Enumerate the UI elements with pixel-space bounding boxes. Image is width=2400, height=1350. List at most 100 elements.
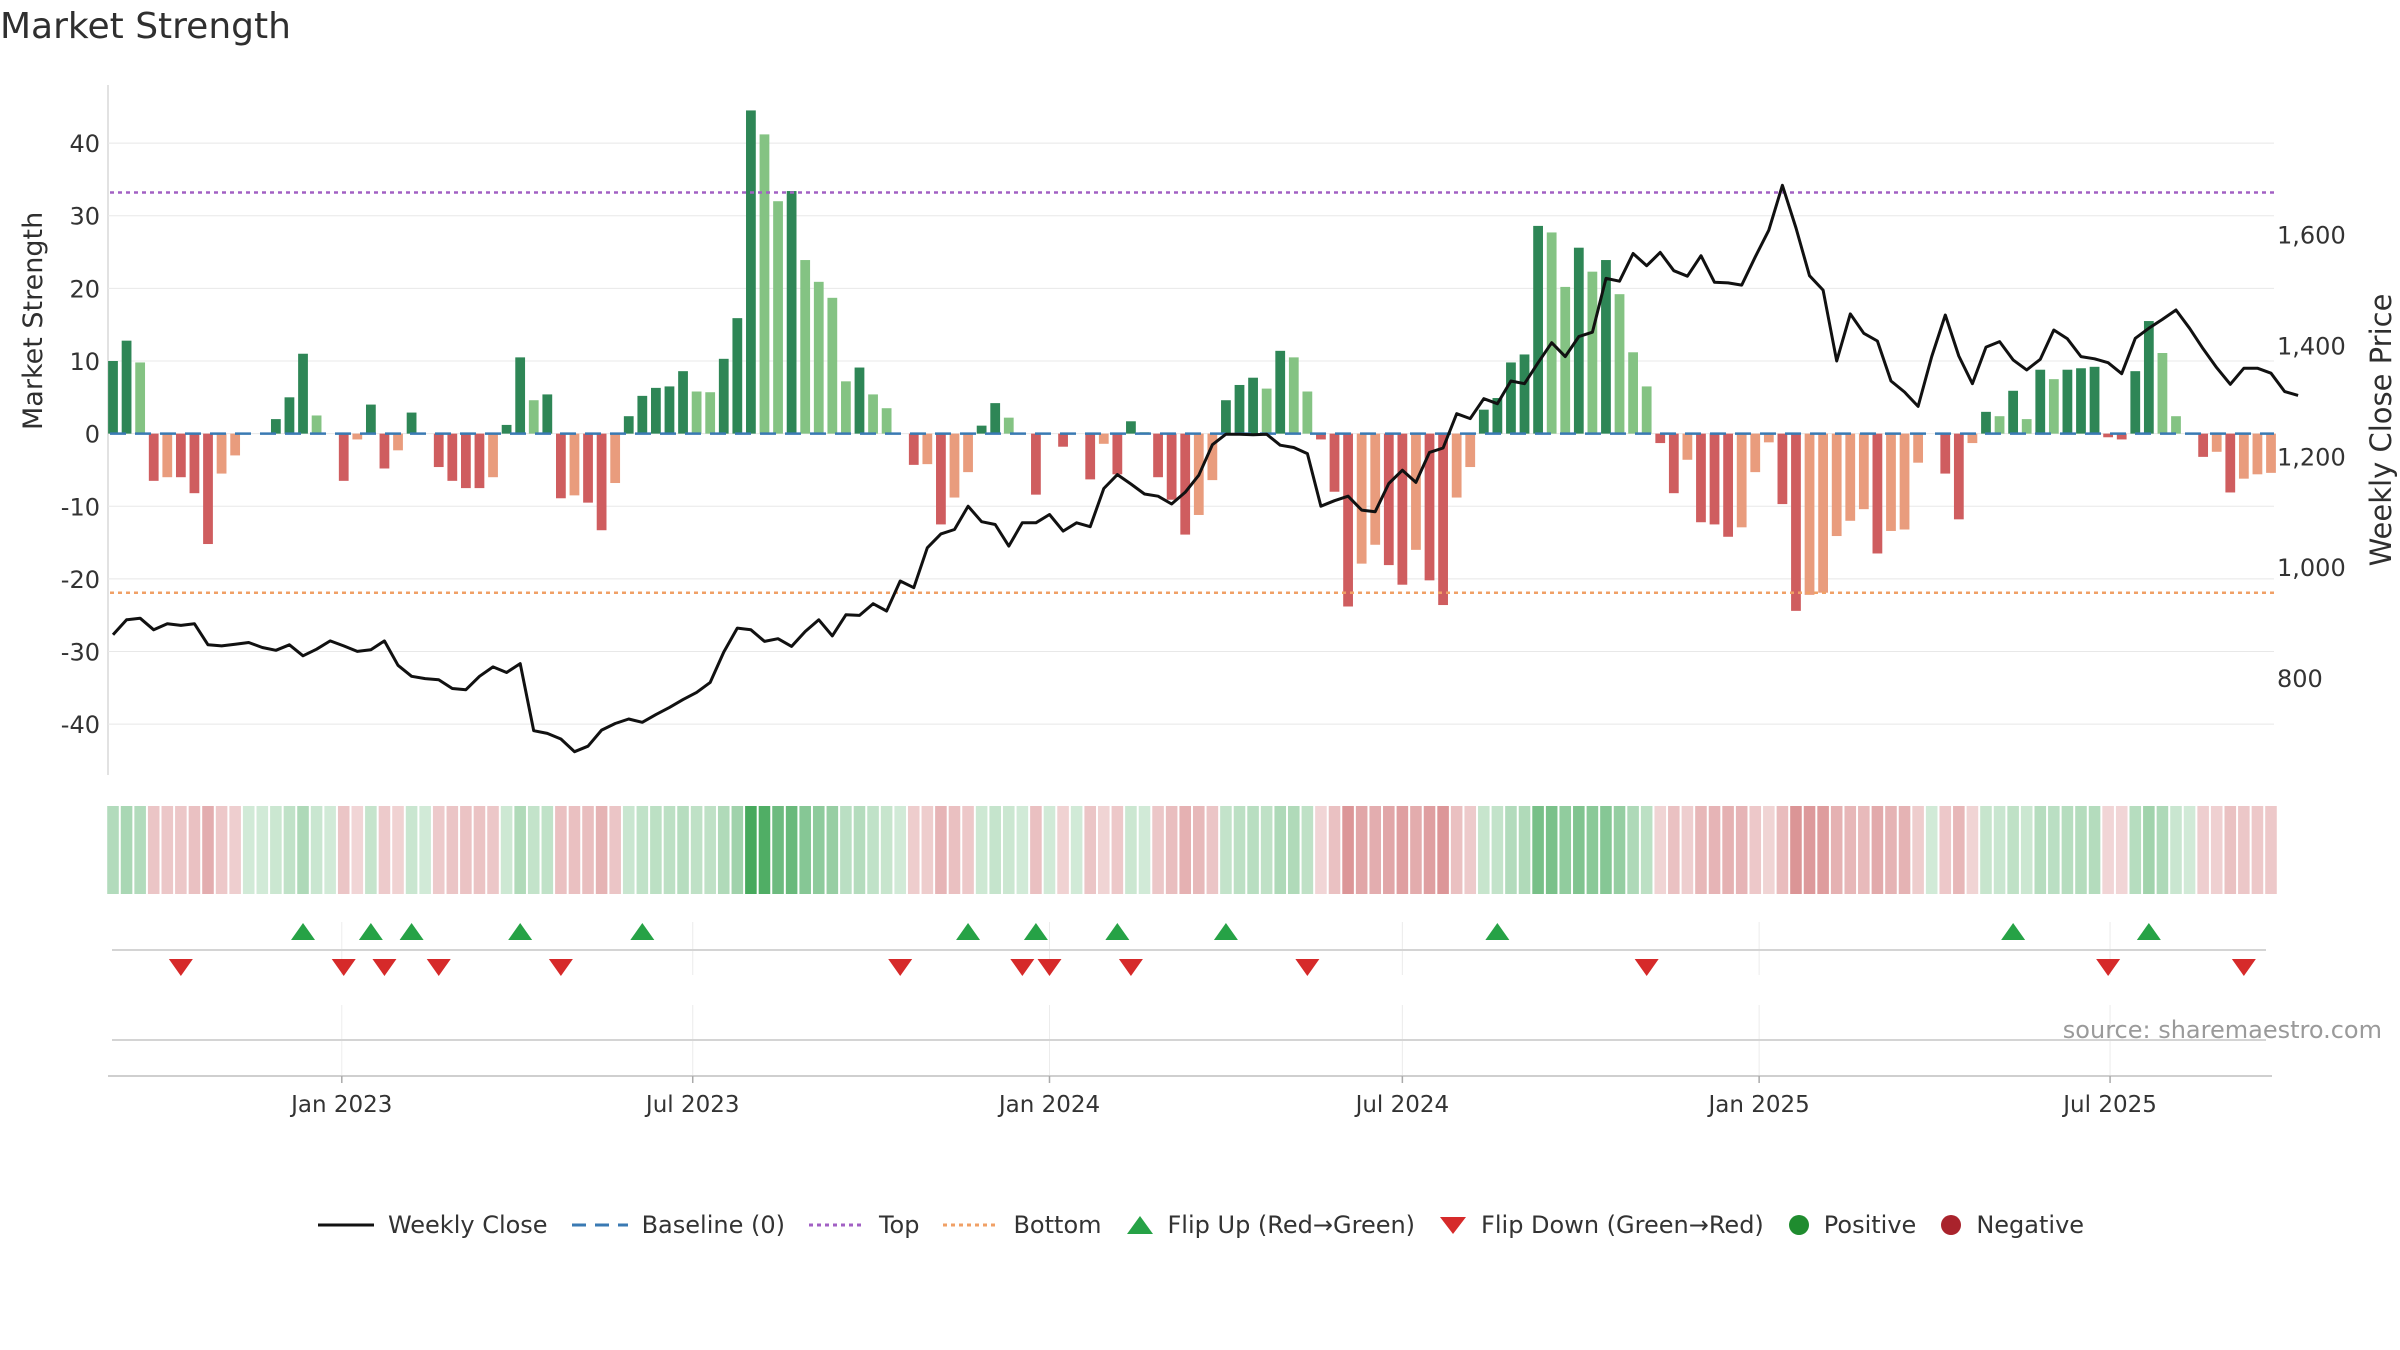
- y-ticks: 40 30 20 10 0 -10 -20 -30 -40 1,600 1,400 1,200 1,00…: [61, 130, 2346, 739]
- strip-cell: [717, 806, 730, 894]
- flip-down-marker: [2096, 959, 2121, 976]
- strip-cell: [555, 806, 567, 894]
- strength-bar: [1397, 433, 1408, 585]
- strip-cell: [880, 806, 893, 894]
- strip-cell: [2088, 806, 2101, 894]
- strength-bar: [2008, 390, 2019, 434]
- circle-icon: [1941, 1215, 1962, 1235]
- strip-cell: [2238, 806, 2250, 894]
- strip-cell: [120, 806, 133, 894]
- strip-cell: [1613, 806, 1626, 894]
- reference-lines: [110, 191, 2274, 594]
- strip-cell: [840, 806, 852, 894]
- y-tick-label: -30: [61, 639, 100, 667]
- strip-cell: [921, 806, 934, 894]
- flip-markers: [112, 923, 2266, 1041]
- flip-up-marker: [1105, 923, 1130, 940]
- strip-cell: [1939, 806, 1952, 894]
- strength-bar: [135, 362, 146, 434]
- strength-bar: [637, 395, 648, 434]
- triangle-up-icon: [1126, 1216, 1153, 1234]
- strength-bar: [298, 353, 308, 434]
- strip-cell: [745, 806, 757, 894]
- strength-bar: [433, 433, 444, 468]
- strength-bar: [2048, 379, 2059, 434]
- strip-cell: [1763, 806, 1775, 894]
- flip-up-marker: [630, 923, 655, 940]
- y2-tick-label: 800: [2277, 665, 2323, 693]
- strength-bar: [1329, 433, 1340, 492]
- y-tick-label: 20: [69, 275, 100, 303]
- strip-cell: [595, 806, 608, 894]
- strength-bar: [1424, 433, 1435, 581]
- strip-cell: [622, 806, 635, 894]
- strength-bar: [1383, 433, 1394, 566]
- strip-cell: [1328, 806, 1341, 894]
- y2-tick-label: 1,000: [2277, 554, 2346, 582]
- strength-bar: [1465, 433, 1476, 468]
- strength-bar: [501, 424, 512, 434]
- strip-cell: [256, 806, 269, 894]
- strength-bar: [1546, 232, 1557, 434]
- strength-bar: [1275, 350, 1286, 434]
- strength-bar: [1614, 294, 1625, 434]
- y-tick-label: 10: [69, 348, 100, 376]
- strip-cell: [405, 806, 418, 894]
- strength-bar: [1302, 391, 1313, 434]
- strength-bar: [759, 134, 770, 434]
- legend-item-negative: Negative: [1938, 1211, 2084, 1239]
- strip-cell: [1138, 806, 1151, 894]
- strip-cell: [1505, 806, 1517, 894]
- flip-down-marker: [1634, 959, 1659, 976]
- strip-cell: [107, 806, 119, 894]
- y2-tick-label: 1,200: [2277, 443, 2346, 471]
- flip-up-marker: [291, 923, 316, 940]
- strip-cell: [1491, 806, 1504, 894]
- strip-cell: [1478, 806, 1490, 894]
- strength-bar: [1886, 433, 1896, 531]
- strip-cell: [1002, 806, 1015, 894]
- strength-bar: [365, 404, 376, 434]
- strength-bar: [216, 433, 227, 474]
- flip-down-marker: [372, 959, 397, 976]
- strip-cell: [351, 806, 364, 894]
- strip-cell: [270, 806, 282, 894]
- legend-item-weekly-close: Weekly Close: [316, 1211, 548, 1239]
- strength-bar: [1058, 433, 1068, 447]
- strip-cell: [853, 806, 866, 894]
- flip-down-marker: [331, 959, 356, 976]
- strength-bar: [990, 403, 1001, 434]
- strength-bar: [1709, 433, 1720, 525]
- strength-bar: [1112, 433, 1123, 475]
- y2-tick-label: 1,400: [2277, 332, 2346, 360]
- strength-bar: [1641, 386, 1652, 434]
- strip-cell: [1573, 806, 1585, 894]
- strength-bar: [868, 394, 878, 434]
- strip-cell: [935, 806, 947, 894]
- strength-bar: [1587, 271, 1598, 434]
- strength-bar: [2076, 368, 2086, 434]
- strength-bar: [148, 433, 159, 481]
- strength-bar: [556, 433, 566, 499]
- strip-cell: [541, 806, 554, 894]
- strip-cell: [188, 806, 201, 894]
- strip-cell: [785, 806, 798, 894]
- strip-cell: [962, 806, 974, 894]
- strength-bar: [379, 433, 390, 469]
- strength-bar: [1003, 417, 1014, 434]
- strength-bar: [284, 397, 295, 434]
- strength-bar: [1288, 357, 1299, 434]
- legend: Weekly Close Baseline (0) Top Bottom Fli…: [0, 1208, 2400, 1242]
- strength-bar: [1261, 388, 1272, 434]
- strength-bar: [2103, 433, 2114, 438]
- strip-cell: [1627, 806, 1639, 894]
- strip-cell: [1111, 806, 1124, 894]
- strip-cell: [1301, 806, 1314, 894]
- strip-cell: [2034, 806, 2047, 894]
- x-tick-label: Jan 2024: [997, 1092, 1100, 1118]
- strip-cell: [690, 806, 703, 894]
- strength-bar: [1519, 354, 1530, 434]
- strip-cell: [2251, 806, 2264, 894]
- strength-bar: [270, 419, 281, 434]
- legend-label: Weekly Close: [387, 1211, 548, 1239]
